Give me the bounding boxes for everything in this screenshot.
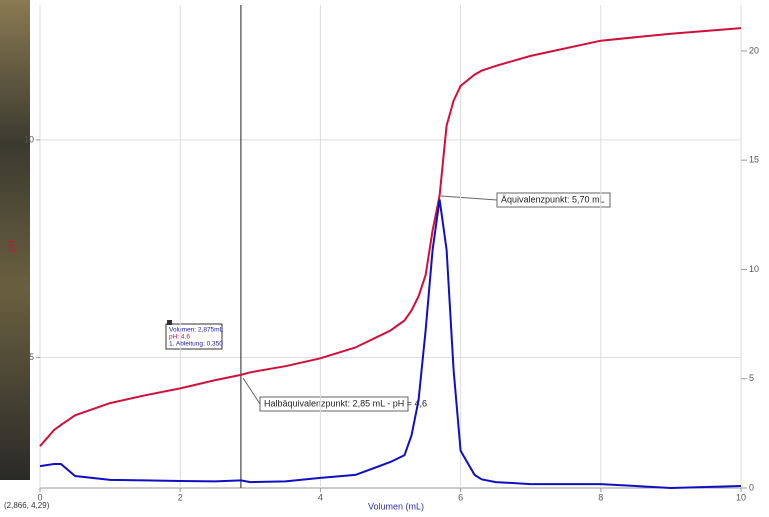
info-box-handle [167,320,172,325]
x-tick-label: 4 [318,492,323,502]
y-tick-label: 5 [29,352,34,362]
y2-tick-label: 20 [749,45,759,55]
x-tick-label: 10 [736,492,746,502]
info-line: 1. Ableitung: 0,350 [169,341,223,348]
y2-tick-label: 0 [749,482,754,492]
series-line [40,200,741,489]
info-line: pH: 4,6 [169,334,190,341]
y2-tick-label: 15 [749,155,759,165]
y-tick-label: 10 [24,134,34,144]
chart: Volumen (mL) pH (2,866, 4,29) Äquivalenz… [0,0,769,512]
leader-line [243,378,260,404]
plot-area [40,5,741,488]
x-tick-label: 2 [178,492,183,502]
annotation: Äquivalenzpunkt: 5,70 mL [501,194,605,204]
y-axis-label: pH [6,240,16,252]
page: Volumen (mL) pH (2,866, 4,29) Äquivalenz… [0,0,769,512]
x-axis-label: Volumen (mL) [368,501,424,511]
y2-tick-label: 5 [749,373,754,383]
annotation: Halbäquivalenzpunkt: 2,85 mL - pH = 4,6 [264,398,427,408]
cursor-coords: (2,866, 4,29) [4,501,50,510]
x-tick-label: 0 [37,492,42,502]
photo-strip [0,0,30,480]
x-tick-label: 8 [598,492,603,502]
info-line: Volumen: 2,875mL [169,327,224,334]
leader-line [441,196,497,200]
y2-tick-label: 10 [749,264,759,274]
x-tick-label: 6 [458,492,463,502]
series-line [40,28,741,446]
